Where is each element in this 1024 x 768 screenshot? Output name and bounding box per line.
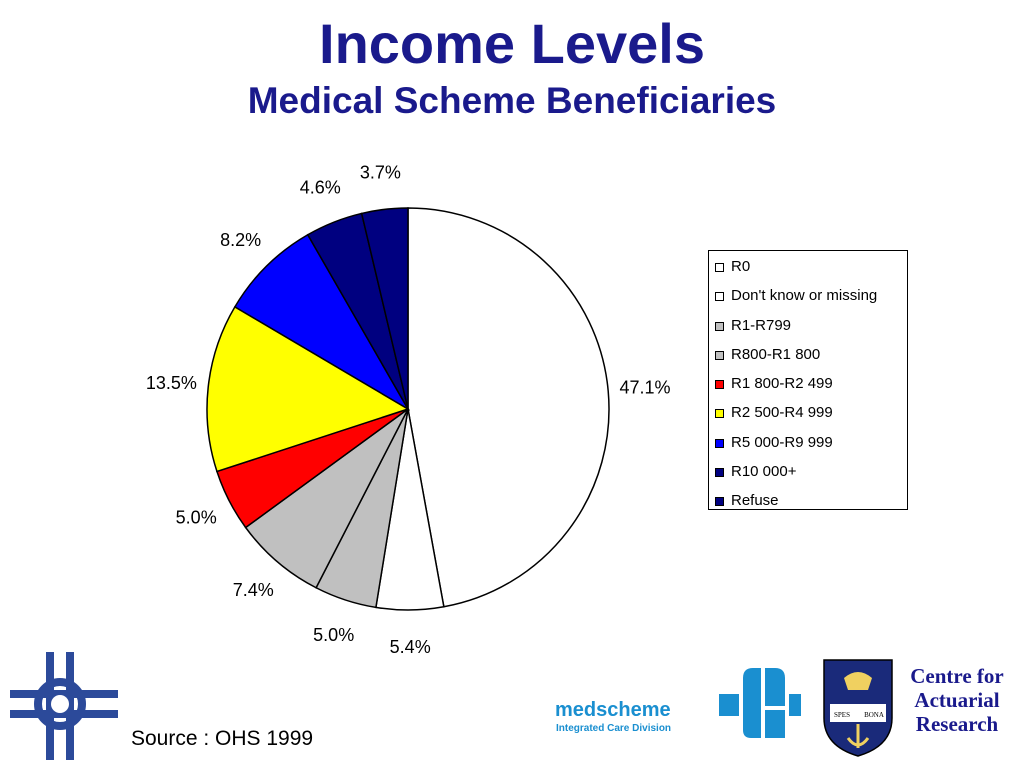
legend-label: R2 500-R4 999 <box>731 404 833 422</box>
legend-label: R5 000-R9 999 <box>731 433 833 451</box>
medscheme-division-text: Integrated Care Division <box>556 723 672 734</box>
legend-swatch <box>715 350 724 360</box>
organisation-logo-icon <box>10 652 118 760</box>
legend-swatch <box>715 438 724 448</box>
pie-slice-label: 3.7% <box>360 163 401 183</box>
pie-slice-label: 8.2% <box>220 230 261 250</box>
legend-item: Don't know or missing <box>709 283 907 312</box>
medscheme-mark-icon <box>719 668 801 738</box>
centre-line-1: Centre for <box>910 664 1004 688</box>
pie-slice <box>360 207 409 410</box>
crest-book-left-text: SPES <box>834 711 850 719</box>
legend-label: Don't know or missing <box>731 287 878 305</box>
pie-slices <box>206 207 610 611</box>
slide-title: Income Levels <box>319 12 705 75</box>
pie-slice-label: 13.5% <box>146 373 197 393</box>
legend-label: R1-R799 <box>731 316 792 334</box>
legend-swatch <box>715 292 724 302</box>
crest-book-right-text: BONA <box>864 711 884 719</box>
legend-label: R0 <box>731 258 751 275</box>
legend-swatch <box>715 321 724 331</box>
pie-labels: 47.1% 5.4% 5.0% 7.4% 5.0% 13.5% 8.2% 4.6% 3.7% <box>146 163 671 657</box>
pie-slice <box>233 233 411 412</box>
slide-subtitle: Medical Scheme Beneficiaries <box>247 80 777 121</box>
pie-slice <box>407 207 610 608</box>
chart-legend: R0 Don't know or missing R1-R799 R800-R1 80… <box>708 250 908 510</box>
pie-slice-label: 5.4% <box>390 637 431 657</box>
centre-line-2: Actuarial <box>914 688 1000 712</box>
legend-item: R1 800-R2 499 <box>709 371 907 400</box>
legend-label: R10 000+ <box>731 463 797 481</box>
pie-slice <box>206 305 410 473</box>
pie-slice-label: 47.1% <box>619 378 670 398</box>
legend-label: R1 800-R2 499 <box>731 375 833 393</box>
university-crest-icon: SPES BONA <box>823 659 893 757</box>
pie-slice-label: 5.0% <box>313 625 354 645</box>
centre-line-3: Research <box>915 712 999 736</box>
pie-slice-label: 7.4% <box>233 580 274 600</box>
legend-label: Refuse <box>731 492 779 510</box>
legend-item: Refuse <box>709 488 907 517</box>
pie-slice-label: 5.0% <box>176 508 217 528</box>
medscheme-logo-text: medscheme <box>555 699 671 721</box>
legend-swatch <box>715 380 724 390</box>
legend-item: R2 500-R4 999 <box>709 400 907 429</box>
legend-swatch <box>715 409 724 419</box>
legend-item: R1-R799 <box>709 313 907 342</box>
source-note: Source : OHS 1999 <box>131 727 314 750</box>
legend-swatch <box>715 468 724 478</box>
pie-slice-label: 4.6% <box>300 178 341 198</box>
legend-swatch <box>715 497 724 507</box>
legend-item: R800-R1 800 <box>709 342 907 371</box>
legend-swatch <box>715 263 724 272</box>
legend-item: R5 000-R9 999 <box>709 430 907 459</box>
centre-actuarial-research-logo: Centre for Actuarial Research <box>896 664 1018 736</box>
legend-item: R0 <box>709 254 907 283</box>
legend-label: R800-R1 800 <box>731 345 821 363</box>
legend-item: R10 000+ <box>709 459 907 488</box>
